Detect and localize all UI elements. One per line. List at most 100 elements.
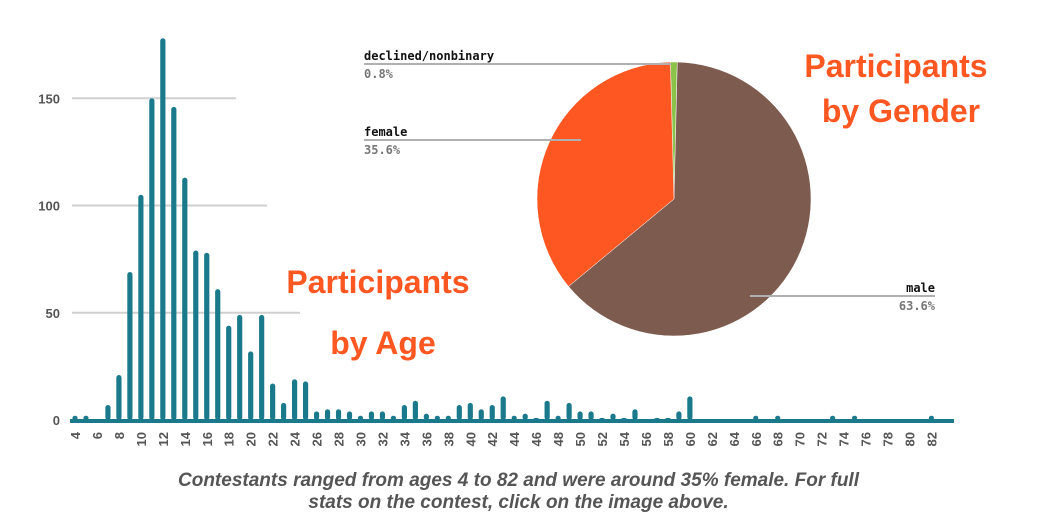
x-tick-label: 8 (112, 432, 127, 439)
age-bar (259, 314, 265, 420)
age-bar (830, 415, 836, 420)
y-tick-label: 100 (38, 199, 60, 214)
age-bar (588, 411, 594, 420)
gender-pie-slices (536, 61, 812, 337)
x-tick-label: 22 (266, 432, 281, 446)
x-tick-label: 54 (617, 431, 632, 446)
age-bar (171, 106, 177, 420)
pie-label-value: 0.8% (364, 67, 394, 81)
age-bar (292, 379, 298, 420)
age-bar (127, 271, 133, 420)
age-bar (204, 252, 210, 420)
age-bar (610, 413, 616, 420)
y-tick-label: 0 (53, 413, 60, 428)
pie-label-name: male (906, 281, 935, 295)
age-bar (313, 411, 320, 420)
age-bar (577, 411, 583, 420)
pie-label-name: female (364, 125, 407, 139)
age-bar (248, 351, 254, 420)
age-chart-bars (70, 38, 954, 423)
pie-slice-male (568, 61, 812, 337)
x-tick-label: 44 (507, 431, 522, 446)
x-tick-label: 24 (288, 431, 303, 446)
age-bar (281, 402, 287, 420)
x-tick-label: 18 (222, 432, 237, 446)
x-tick-label: 56 (639, 432, 654, 446)
age-bar (445, 415, 451, 420)
x-tick-label: 32 (375, 432, 390, 446)
gender-pie-labels: declined/nonbinary 0.8% female 35.6% male 63.… (364, 49, 936, 313)
age-bar (456, 404, 462, 420)
x-tick-label: 50 (573, 432, 588, 446)
x-tick-label: 38 (441, 432, 456, 446)
age-bar (478, 409, 484, 420)
pie-label-name: declined/nonbinary (364, 49, 494, 63)
age-bar (511, 415, 517, 420)
age-bar (160, 38, 166, 420)
y-tick-label: 150 (38, 91, 60, 106)
x-tick-label: 62 (705, 432, 720, 446)
age-bar (753, 415, 759, 420)
x-tick-label: 12 (156, 432, 171, 446)
age-chart-y-axis: 0 50 100 150 (38, 91, 60, 428)
age-bar (215, 289, 221, 420)
caption: Contestants ranged from ages 4 to 82 and… (0, 470, 1037, 514)
x-tick-label: 6 (90, 432, 105, 439)
caption-line-2: stats on the contest, click on the image… (308, 492, 729, 513)
age-bar (467, 402, 473, 420)
x-tick-label: 66 (749, 432, 764, 446)
age-bar (401, 404, 407, 420)
x-tick-label: 28 (332, 432, 347, 446)
pie-slice-female (536, 61, 675, 287)
age-chart-title-line-1: Participants (286, 264, 469, 300)
age-bar (226, 325, 232, 420)
age-bar (412, 400, 418, 420)
age-bar (390, 415, 397, 420)
age-bar (928, 415, 935, 420)
x-tick-label: 40 (463, 432, 478, 446)
age-bar (687, 396, 693, 420)
x-tick-label: 60 (683, 432, 698, 446)
age-bar (544, 400, 550, 420)
age-bar (357, 415, 364, 420)
age-bar (368, 411, 375, 420)
gender-chart-title-line-1: Participants (804, 48, 987, 84)
age-bar (434, 415, 440, 420)
x-tick-label: 76 (859, 432, 874, 446)
age-chart-title-line-2: by Age (330, 325, 436, 361)
x-tick-label: 36 (419, 432, 434, 446)
x-tick-label: 82 (924, 432, 939, 446)
x-tick-label: 52 (595, 432, 610, 446)
x-tick-label: 10 (134, 432, 149, 446)
age-bar (302, 381, 309, 420)
x-tick-label: 68 (771, 432, 786, 446)
age-bar (83, 415, 89, 420)
age-bar (555, 415, 561, 420)
x-tick-label: 64 (727, 431, 742, 446)
age-bar (423, 413, 429, 420)
age-bar (182, 177, 188, 420)
age-bar (116, 374, 122, 420)
x-tick-label: 26 (310, 432, 325, 446)
age-bar (851, 415, 858, 420)
pie-label-value: 35.6% (364, 143, 401, 157)
caption-line-1: Contestants ranged from ages 4 to 82 and… (178, 470, 859, 491)
y-tick-label: 50 (46, 306, 60, 321)
age-bar (775, 415, 781, 420)
age-chart-x-axis: 4 6 8 10 12 14 16 18 20 22 24 26 28 30 32 34 36 38 40 42 44 4… (68, 431, 939, 446)
x-tick-label: 42 (485, 432, 500, 446)
x-tick-label: 34 (397, 431, 412, 446)
age-bar (632, 409, 638, 420)
age-bar (522, 413, 528, 420)
age-bar (566, 402, 572, 420)
age-bar (489, 404, 495, 420)
age-bar (346, 411, 353, 420)
x-tick-label: 70 (793, 432, 808, 446)
x-tick-label: 78 (881, 432, 896, 446)
x-tick-label: 80 (902, 432, 917, 446)
age-bar (193, 250, 199, 420)
age-bar (335, 409, 342, 420)
age-bar (676, 411, 682, 420)
